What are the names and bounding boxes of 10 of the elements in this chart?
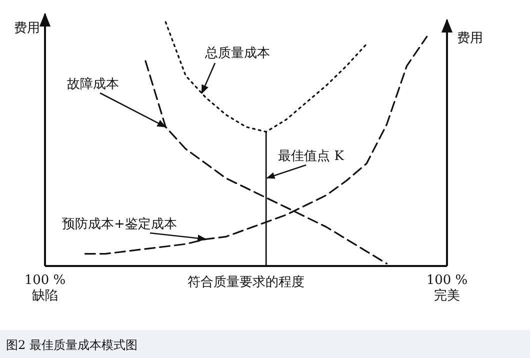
series-label: 预防成本+鉴定成本 [62, 217, 177, 232]
y-axis-title: 费用 [14, 21, 40, 36]
series-label: 总质量成本 [204, 46, 270, 61]
x-axis-title: 符合质量要求的程度 [188, 274, 304, 290]
text: 故障成本 [67, 77, 119, 92]
x-tick-label: 100 % 完美 [426, 273, 468, 304]
caption: 图2 最佳质量成本模式图 [6, 338, 138, 352]
x-tick-label: 100 % 缺陷 [24, 273, 66, 304]
y2-axis-title: 费用 [457, 31, 483, 46]
annotation: 最佳值点 K [278, 149, 344, 164]
